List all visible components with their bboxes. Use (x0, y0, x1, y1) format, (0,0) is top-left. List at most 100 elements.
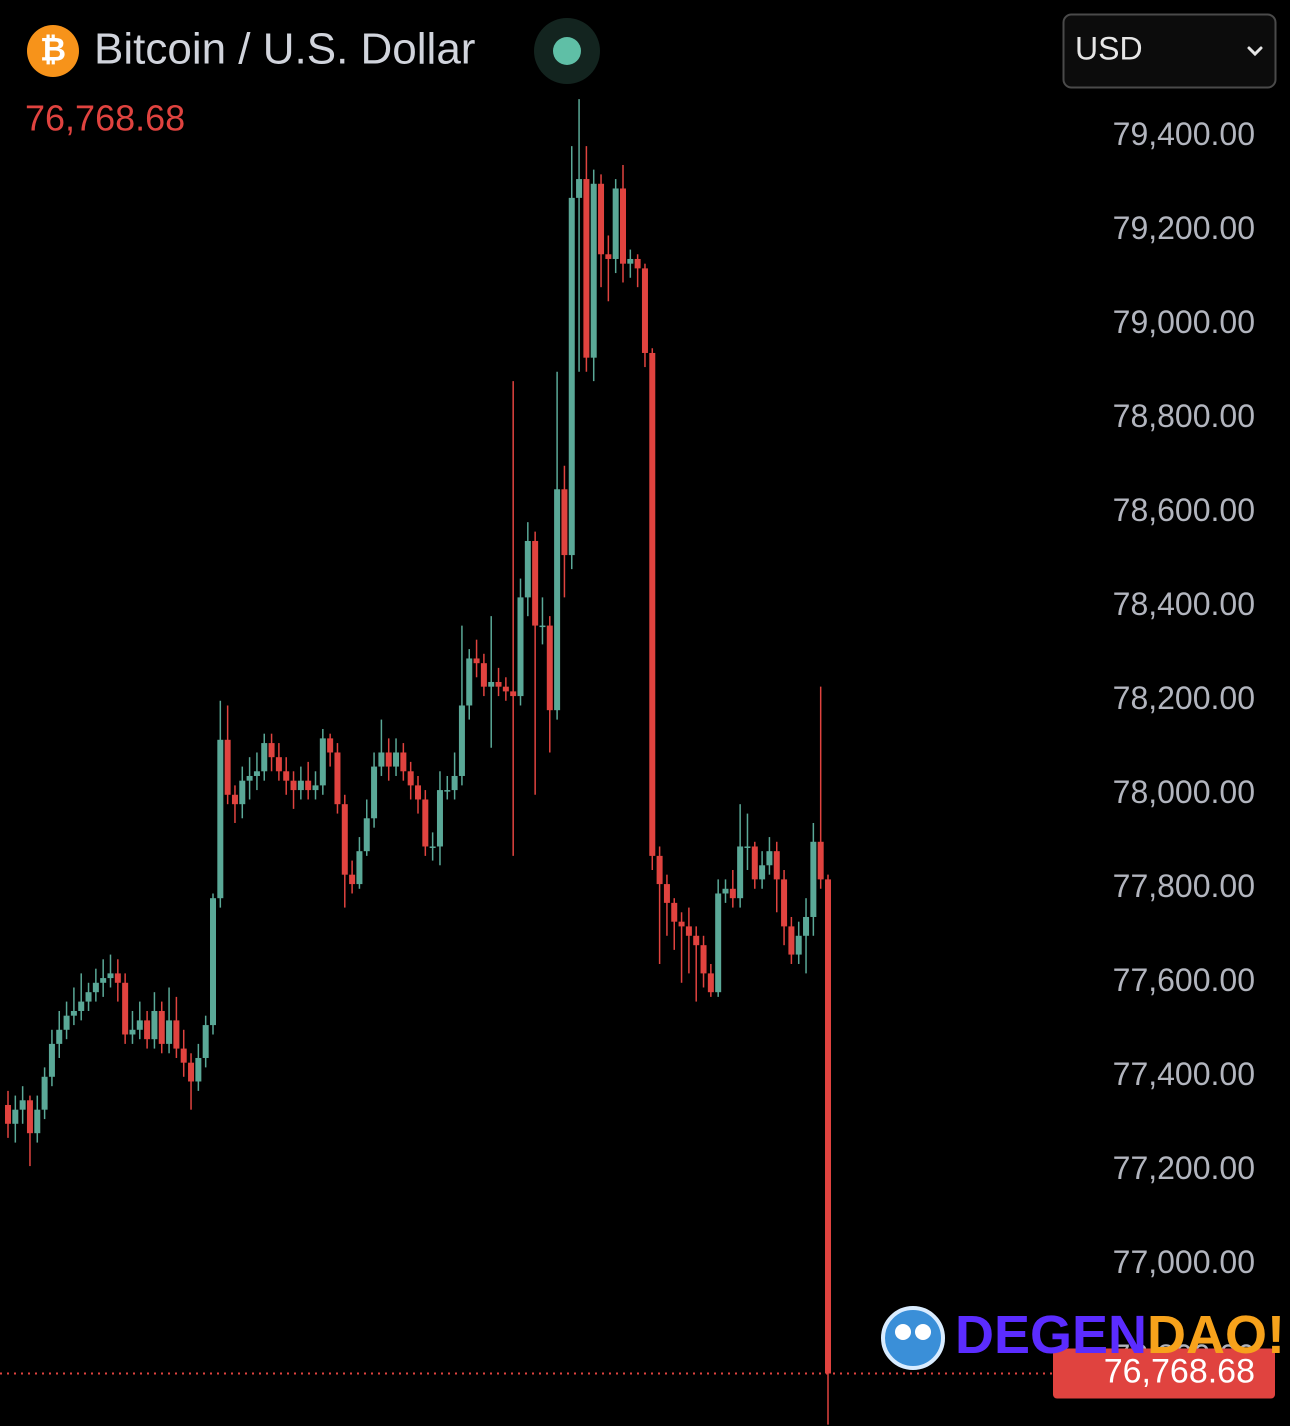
currency-select[interactable] (1062, 13, 1277, 89)
y-tick-label: 77,400.00 (1113, 1056, 1255, 1092)
candle-body (327, 738, 334, 753)
candle-body (275, 757, 282, 772)
candle-body (415, 785, 421, 800)
y-tick-label: 78,400.00 (1113, 586, 1255, 622)
candle-body (576, 179, 583, 198)
candle-body (114, 973, 121, 983)
candle-body (217, 739, 224, 899)
candle-body (34, 1109, 41, 1134)
candle-body (231, 794, 238, 805)
candle-body (649, 352, 656, 856)
bitcoin-icon (27, 25, 79, 77)
candle-body (466, 658, 473, 706)
candle-body (744, 846, 751, 848)
candle-body (371, 766, 378, 819)
candle-body (524, 540, 531, 598)
y-tick-label: 79,400.00 (1113, 116, 1255, 152)
candle-body (56, 1029, 63, 1044)
y-tick-label: 77,600.00 (1113, 962, 1255, 998)
candle-body (107, 973, 114, 979)
y-tick-label: 79,000.00 (1113, 304, 1255, 340)
candle-body (678, 921, 685, 927)
price-axis: 76,800.0077,000.0077,200.0077,400.0077,6… (0, 116, 1275, 1399)
current-price: 76,768.68 (25, 98, 185, 139)
candle-body (759, 865, 766, 880)
y-tick-label: 78,200.00 (1113, 680, 1255, 716)
watermark: DEGENDAO! (955, 1305, 1285, 1365)
candle-body (627, 258, 634, 264)
candle-body (283, 771, 290, 781)
candle-body (356, 851, 363, 885)
candle-body (641, 268, 648, 353)
candle-body (122, 982, 129, 1035)
candle-body (502, 686, 509, 692)
candle-body (253, 771, 260, 776)
last-price-label: 76,768.68 (1104, 1352, 1255, 1390)
candle-body (224, 739, 231, 795)
candle-body (210, 898, 216, 1026)
candle-body (85, 992, 92, 1002)
candle-body (510, 691, 517, 697)
candle-body (429, 846, 436, 848)
candle-body (729, 888, 736, 899)
candle-body (817, 841, 824, 880)
candle-body (12, 1109, 19, 1124)
candle-body (634, 258, 641, 269)
candle-body (100, 978, 107, 983)
candle-body (458, 705, 465, 776)
candle-body (751, 846, 758, 880)
candle-body (436, 790, 443, 847)
candle-body (290, 780, 297, 791)
candle-body (473, 658, 480, 664)
candle-body (385, 752, 392, 767)
candle-body (488, 681, 495, 687)
candle-body (151, 1010, 158, 1040)
y-tick-label: 77,000.00 (1113, 1244, 1255, 1280)
candle-body (261, 743, 268, 772)
candle-body (444, 790, 451, 792)
candle-body (825, 879, 831, 1374)
candle-body (532, 540, 539, 626)
last-price-tag (1053, 1348, 1275, 1399)
candle-body (663, 884, 670, 903)
candle-body (715, 893, 722, 993)
candle-body (539, 625, 546, 628)
candle-body (590, 183, 597, 358)
candle-body (546, 625, 553, 711)
y-tick-label: 77,800.00 (1113, 868, 1255, 904)
candle-body (656, 855, 663, 885)
candle-body (129, 1029, 136, 1035)
candle-body (19, 1100, 26, 1110)
candle-body (612, 188, 619, 259)
candle-body (378, 752, 385, 767)
watermark-avatar-eye (915, 1324, 931, 1340)
candle-body (422, 799, 429, 847)
candle-body (312, 785, 319, 791)
candle-body (685, 926, 692, 936)
overlay: ₿ Bitcoin / U.S. Dollar 76,768.68 USD DE… (25, 13, 1285, 1370)
status-dot (553, 37, 581, 65)
candle-body (41, 1076, 48, 1110)
candle-body (136, 1020, 143, 1030)
y-tick-label: 78,800.00 (1113, 398, 1255, 434)
candle-body (788, 926, 795, 955)
candle-body (480, 663, 487, 687)
symbol-title: Bitcoin / U.S. Dollar (94, 25, 475, 74)
candle-body (605, 254, 612, 259)
candle-body (773, 851, 780, 880)
candle-body (393, 752, 400, 767)
candle-body (5, 1104, 11, 1124)
bitcoin-icon-symbol: ₿ (40, 31, 66, 67)
watermark-avatar-eye (895, 1324, 911, 1340)
candle-body (202, 1025, 209, 1058)
watermark-part: DEGEN (955, 1305, 1147, 1365)
watermark-avatar (881, 1306, 945, 1370)
candle-body (70, 1010, 77, 1016)
candle-body (363, 818, 370, 852)
candle-body (766, 851, 773, 866)
candle-body (737, 846, 744, 899)
candle-body (63, 1015, 70, 1030)
candle-body (598, 183, 605, 255)
